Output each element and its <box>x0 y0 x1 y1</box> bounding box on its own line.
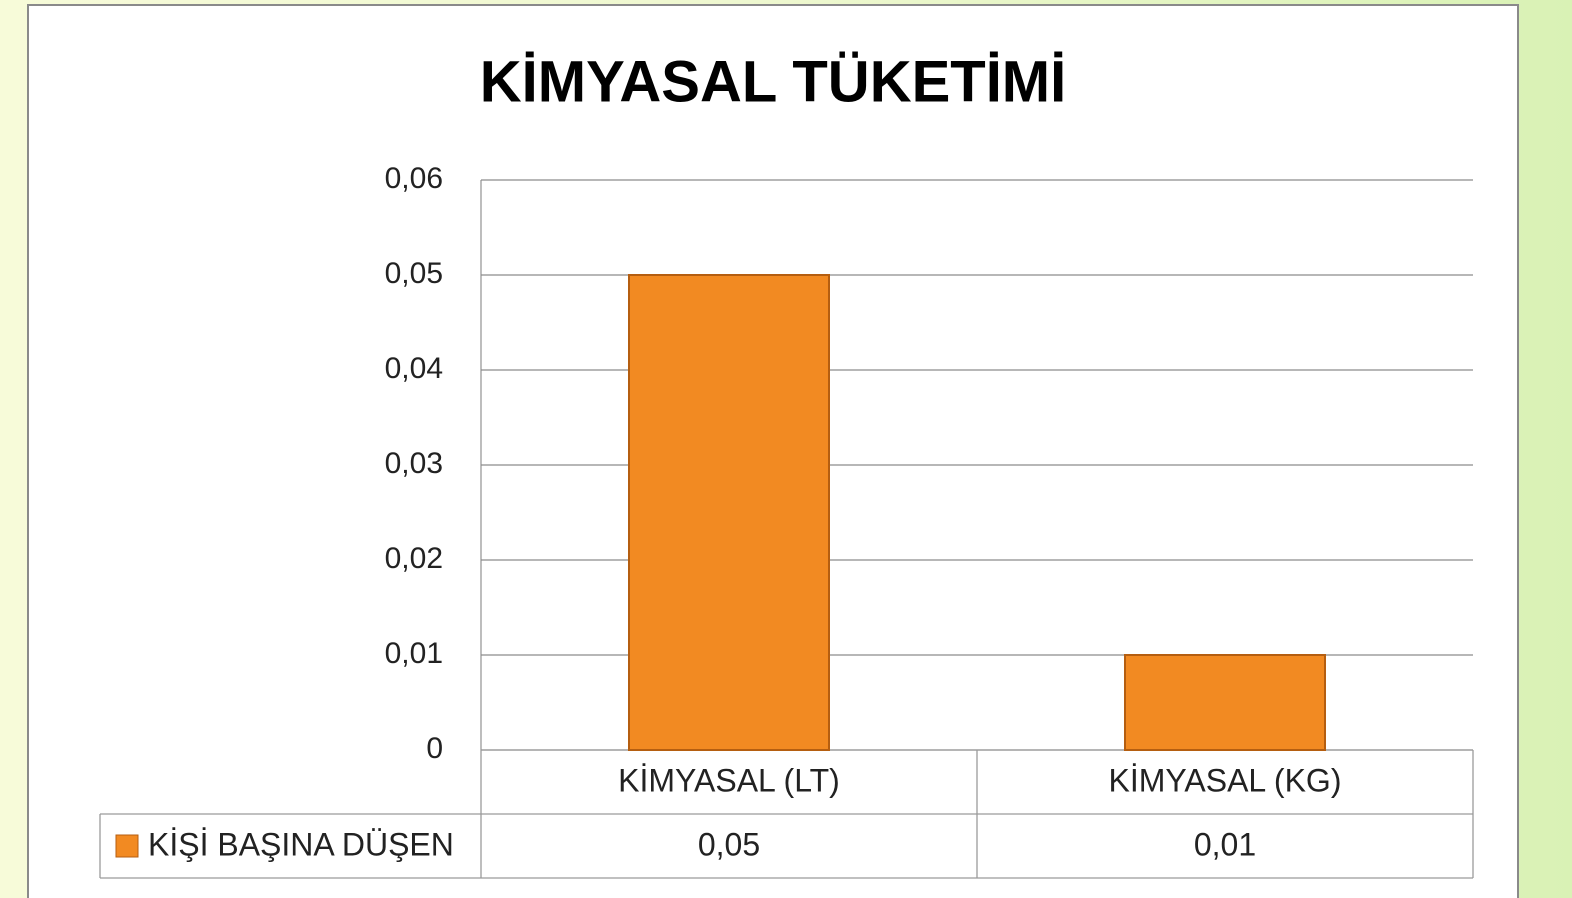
y-tick-label: 0,01 <box>385 637 443 670</box>
y-tick-label: 0,05 <box>385 257 443 290</box>
bar <box>628 274 830 751</box>
bar <box>1124 654 1326 751</box>
y-tick-label: 0,03 <box>385 447 443 480</box>
chart-title: KİMYASAL TÜKETİMİ <box>480 49 1067 114</box>
y-tick-label: 0,06 <box>385 162 443 195</box>
x-tick-label: KİMYASAL (LT) <box>618 762 840 798</box>
y-tick-label: 0,02 <box>385 542 443 575</box>
data-table-value: 0,05 <box>698 826 760 862</box>
y-tick-label: 0 <box>426 732 443 765</box>
y-tick-label: 0,04 <box>385 352 443 385</box>
legend-label: KİŞİ BAŞINA DÜŞEN <box>148 826 454 862</box>
x-tick-label: KİMYASAL (KG) <box>1109 762 1342 798</box>
legend-key <box>115 834 139 858</box>
data-table-value: 0,01 <box>1194 826 1256 862</box>
